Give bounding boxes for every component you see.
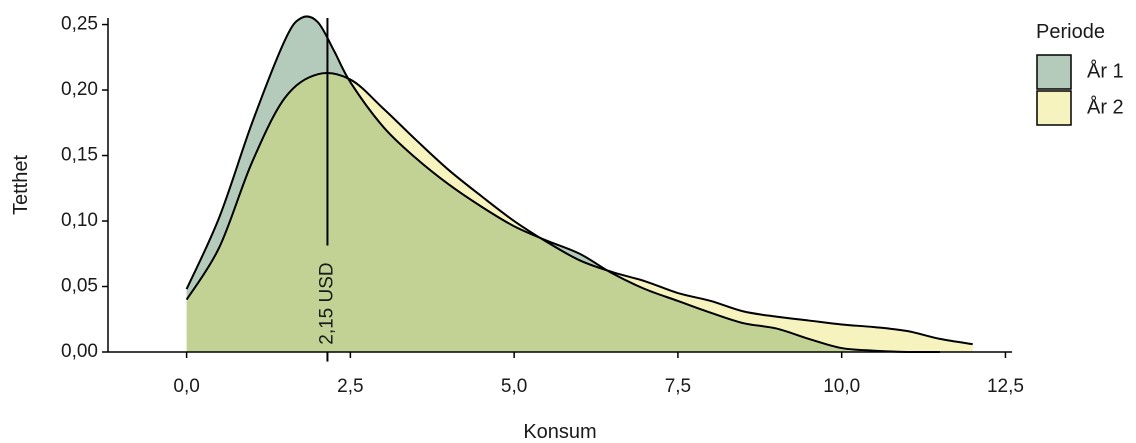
y-axis-ticks: 0,00 0,05 0,10 0,15 0,20 0,25	[61, 14, 108, 362]
x-tick-label: 2,5	[337, 376, 363, 397]
y-axis: 0,00 0,05 0,10 0,15 0,20 0,25 Tetthet	[10, 14, 109, 362]
x-tick-label: 7,5	[665, 376, 691, 397]
x-axis: 0,0 2,5 5,0 7,5 10,0 12,5 Konsum	[108, 351, 1024, 443]
series-line-ar-2	[185, 72, 973, 346]
y-tick-label: 0,25	[61, 14, 98, 35]
threshold-label: 2,15 USD	[316, 262, 337, 344]
series-line-ar-1	[185, 15, 940, 353]
x-tick-label: 5,0	[501, 376, 527, 397]
legend-label: År 2	[1087, 95, 1124, 118]
x-axis-title: Konsum	[523, 421, 596, 443]
legend-title: Periode	[1036, 21, 1105, 43]
x-tick-label: 10,0	[823, 376, 860, 397]
y-tick-label: 0,15	[61, 145, 98, 166]
y-tick-label: 0,05	[61, 276, 98, 297]
y-tick-label: 0,00	[61, 341, 98, 362]
x-axis-ticks: 0,0 2,5 5,0 7,5 10,0 12,5	[173, 352, 1024, 397]
x-tick-label: 12,5	[987, 376, 1024, 397]
y-tick-label: 0,20	[61, 79, 98, 100]
y-axis-title: Tetthet	[10, 155, 32, 215]
x-tick-label: 0,0	[173, 376, 199, 397]
legend-label: År 1	[1087, 59, 1124, 82]
plot-area: 2,15 USD	[185, 15, 973, 362]
y-tick-label: 0,10	[61, 210, 98, 231]
series-overlap-area	[186, 73, 940, 352]
legend-swatch	[1036, 54, 1072, 90]
legend-items: År 1 År 2	[1036, 54, 1124, 126]
legend: Periode År 1 År 2	[1036, 21, 1124, 126]
legend-swatch	[1036, 90, 1072, 126]
